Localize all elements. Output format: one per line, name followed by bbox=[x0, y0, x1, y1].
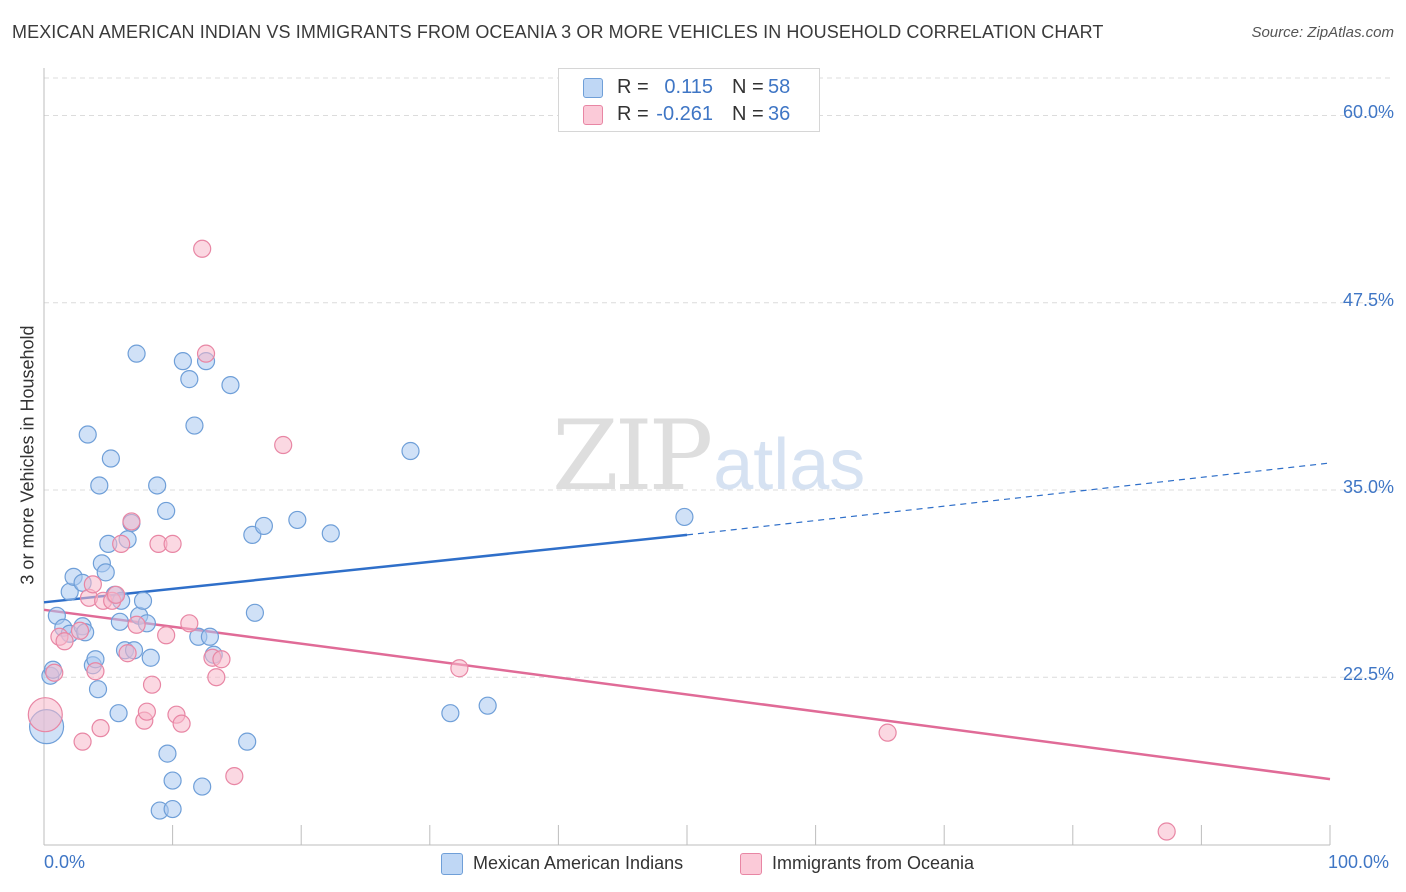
chart-source: Source: ZipAtlas.com bbox=[1251, 24, 1394, 41]
axis-layer bbox=[43, 68, 1331, 846]
data-point-mexican-american-indians bbox=[180, 370, 199, 389]
stats-legend-box: R = 0.115 N = 58 R = -0.261 N = 36 bbox=[558, 68, 820, 132]
data-point-immigrants-from-oceania bbox=[196, 344, 216, 363]
data-point-immigrants-from-oceania bbox=[180, 614, 199, 633]
stats-n-label: N = bbox=[732, 103, 764, 125]
data-point-immigrants-from-oceania bbox=[122, 512, 141, 531]
data-point-mexican-american-indians bbox=[173, 352, 192, 371]
data-point-immigrants-from-oceania bbox=[212, 650, 231, 669]
data-point-immigrants-from-oceania bbox=[225, 766, 244, 786]
data-point-mexican-american-indians bbox=[288, 510, 307, 530]
data-point-mexican-american-indians bbox=[193, 777, 212, 796]
data-point-immigrants-from-oceania bbox=[157, 626, 176, 645]
legend-label: Immigrants from Oceania bbox=[772, 853, 975, 873]
data-point-immigrants-from-oceania bbox=[73, 732, 92, 751]
data-point-immigrants-from-oceania bbox=[91, 719, 110, 738]
data-point-mexican-american-indians bbox=[200, 627, 219, 646]
stats-swatch-blue bbox=[583, 78, 603, 98]
x-tick-label-min: 0.0% bbox=[44, 852, 86, 872]
y-tick-label: 60.0% bbox=[1342, 102, 1394, 123]
data-point-mexican-american-indians bbox=[254, 516, 274, 536]
data-point-mexican-american-indians bbox=[127, 344, 146, 363]
data-point-immigrants-from-oceania bbox=[450, 659, 469, 678]
data-point-immigrants-from-oceania bbox=[112, 534, 131, 553]
legend-swatch-blue bbox=[441, 853, 463, 875]
data-point-mexican-american-indians bbox=[158, 744, 177, 763]
y-tick-label: 47.5% bbox=[1342, 289, 1394, 310]
data-point-mexican-american-indians bbox=[157, 501, 176, 521]
data-point-mexican-american-indians bbox=[675, 507, 694, 527]
data-point-mexican-american-indians bbox=[148, 476, 167, 495]
data-point-immigrants-from-oceania bbox=[55, 632, 74, 651]
data-point-mexican-american-indians bbox=[238, 732, 257, 751]
stats-swatch-pink bbox=[583, 105, 603, 125]
y-tick-label: 35.0% bbox=[1342, 476, 1394, 497]
data-point-mexican-american-indians bbox=[90, 476, 109, 495]
data-point-mexican-american-indians bbox=[163, 799, 182, 819]
data-point-mexican-american-indians bbox=[101, 449, 120, 468]
data-point-immigrants-from-oceania bbox=[83, 575, 102, 594]
data-point-mexican-american-indians bbox=[110, 612, 129, 631]
stats-r-label: R = bbox=[617, 76, 649, 98]
trend-layer bbox=[43, 462, 1331, 781]
data-point-mexican-american-indians bbox=[441, 704, 460, 723]
data-point-immigrants-from-oceania bbox=[127, 615, 146, 634]
y-axis-title: 3 or more Vehicles in Household bbox=[17, 325, 38, 585]
stats-r-value: 0.115 bbox=[664, 76, 713, 98]
data-point-immigrants-from-oceania bbox=[172, 714, 191, 733]
data-point-immigrants-from-oceania bbox=[1157, 822, 1176, 841]
data-point-mexican-american-indians bbox=[141, 648, 160, 667]
data-point-mexican-american-indians bbox=[163, 771, 182, 790]
stats-r-label: R = bbox=[617, 103, 649, 125]
data-point-immigrants-from-oceania bbox=[193, 239, 212, 258]
trend-line-pink bbox=[43, 608, 1331, 781]
data-point-immigrants-from-oceania bbox=[118, 644, 137, 663]
data-point-immigrants-from-oceania bbox=[207, 668, 226, 687]
series-legend: Mexican American Indians Immigrants from… bbox=[0, 852, 1406, 878]
x-tick-label-max: 100.0% bbox=[1328, 852, 1390, 872]
data-point-mexican-american-indians bbox=[78, 425, 97, 444]
trend-line-dashed-extension bbox=[686, 462, 1331, 536]
points-layer bbox=[27, 239, 1176, 841]
data-point-mexican-american-indians bbox=[96, 563, 115, 582]
trend-line-blue bbox=[43, 533, 688, 604]
data-point-mexican-american-indians bbox=[245, 603, 265, 622]
data-point-immigrants-from-oceania bbox=[70, 621, 90, 640]
data-point-mexican-american-indians bbox=[401, 441, 420, 461]
data-point-immigrants-from-oceania bbox=[142, 675, 162, 694]
stats-n-value: 36 bbox=[768, 103, 791, 125]
data-point-mexican-american-indians bbox=[321, 524, 340, 543]
data-point-immigrants-from-oceania bbox=[274, 435, 293, 455]
stats-n-value: 58 bbox=[768, 76, 791, 98]
grid-layer bbox=[44, 77, 1393, 678]
stats-n-label: N = bbox=[732, 76, 764, 98]
chart-title: MEXICAN AMERICAN INDIAN VS IMMIGRANTS FR… bbox=[12, 22, 1104, 42]
data-point-mexican-american-indians bbox=[185, 416, 204, 435]
data-point-immigrants-from-oceania bbox=[45, 663, 64, 682]
data-point-immigrants-from-oceania bbox=[106, 585, 126, 604]
data-point-mexican-american-indians bbox=[221, 375, 240, 395]
data-point-mexican-american-indians bbox=[109, 704, 128, 723]
data-point-immigrants-from-oceania bbox=[137, 702, 156, 721]
data-point-immigrants-from-oceania bbox=[27, 697, 63, 733]
stats-r-value: -0.261 bbox=[656, 103, 713, 125]
data-point-mexican-american-indians bbox=[133, 591, 153, 610]
legend-swatch-pink bbox=[740, 853, 762, 875]
legend-label: Mexican American Indians bbox=[473, 853, 684, 873]
data-point-immigrants-from-oceania bbox=[878, 723, 897, 742]
data-point-immigrants-from-oceania bbox=[163, 534, 182, 553]
y-tick-label: 22.5% bbox=[1342, 664, 1394, 685]
data-point-mexican-american-indians bbox=[478, 696, 497, 715]
data-point-immigrants-from-oceania bbox=[86, 662, 105, 681]
data-point-mexican-american-indians bbox=[88, 680, 108, 699]
